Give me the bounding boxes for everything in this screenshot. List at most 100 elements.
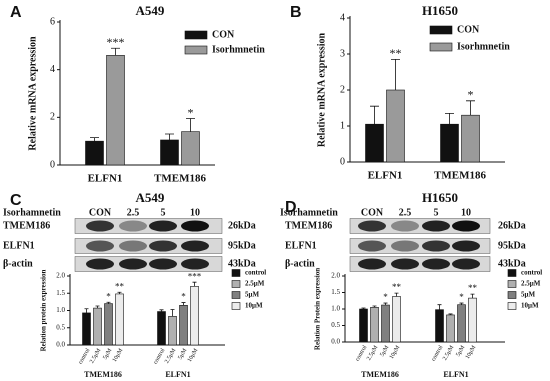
protein-label: β-actin (285, 258, 315, 269)
bar-label: 5μM (177, 347, 188, 361)
bar-label: 10μM (187, 347, 200, 363)
blot-band (391, 258, 419, 270)
y-tick-label: 2 (340, 84, 345, 95)
bar-label: 2.5μM (89, 347, 103, 364)
y-tick-label: 1.0 (331, 305, 340, 313)
legend-label: 2.5μM (245, 280, 265, 288)
significance: * (383, 292, 388, 302)
y-tick-label: 4 (50, 64, 55, 75)
lane-label: CON (89, 207, 112, 218)
bar-label: 10μM (465, 344, 478, 360)
legend-label: Isorhmnetin (457, 41, 510, 52)
blot-title: A549 (136, 190, 165, 205)
error-bar (192, 281, 197, 287)
bar (440, 123, 459, 163)
error-bar (466, 100, 475, 116)
x-tick-label: TMEM186 (84, 370, 122, 379)
legend-swatch (507, 291, 517, 299)
legend-swatch (231, 280, 241, 288)
lane-label: 10 (190, 207, 200, 218)
lane-label: CON (361, 207, 384, 218)
y-tick-label: 0.5 (56, 323, 65, 331)
protein-label: ELFN1 (285, 240, 317, 251)
legend-label: 10μM (521, 302, 539, 310)
bar (435, 309, 444, 343)
blot-title: H1650 (422, 190, 458, 205)
blot-band (358, 220, 386, 232)
y-tick-label: 3 (340, 48, 345, 59)
size-label: 26kDa (228, 220, 256, 231)
error-bar (84, 308, 89, 313)
blot-band (452, 240, 480, 252)
y-tick-label: 1.5 (331, 288, 340, 296)
blot-strip (349, 256, 491, 272)
bar (461, 114, 480, 163)
blot-strip (349, 238, 491, 254)
blot-band (452, 220, 480, 232)
legend-label: control (245, 269, 266, 277)
error-bar (445, 113, 454, 125)
y-axis-label: Relation protein expression (40, 270, 48, 352)
bar (179, 305, 188, 346)
blot-band (149, 220, 177, 232)
legend-swatch (507, 280, 517, 288)
blot-band (119, 220, 147, 232)
y-tick-label: 0 (340, 156, 345, 167)
error-bar (95, 305, 100, 309)
lane-label: 5 (434, 207, 439, 218)
bar (386, 89, 405, 163)
legend-swatch (507, 269, 517, 277)
x-tick-label: ELFN1 (165, 370, 190, 379)
legend-swatch (184, 45, 208, 55)
y-axis-label: Relation Protein expression (314, 268, 322, 350)
legend-label: CON (457, 24, 480, 35)
legend-swatch (231, 291, 241, 299)
lane-label: 2.5 (127, 207, 140, 218)
bar-label: 5μM (455, 344, 466, 358)
size-label: 95kDa (228, 240, 256, 251)
y-axis-label: Relative mRNA expression (27, 36, 38, 151)
legend-label: 10μM (245, 302, 263, 310)
protein-label: ELFN1 (3, 240, 35, 251)
panel-letter: C (10, 192, 22, 209)
panel-letter: A (10, 4, 22, 21)
y-tick-label: 2.0 (331, 272, 340, 280)
y-axis-label: Relative mRNA expression (316, 32, 327, 147)
legend-swatch (231, 269, 241, 277)
error-bar (391, 59, 400, 90)
blot-band (452, 258, 480, 270)
bar-label: 10μM (389, 344, 402, 360)
blot-band (86, 240, 114, 252)
significance: ** (468, 283, 478, 293)
bar (85, 140, 104, 166)
bar (392, 296, 401, 343)
error-bar (111, 47, 120, 56)
blot-band (358, 240, 386, 252)
bar (457, 304, 466, 343)
bar (370, 307, 379, 343)
bar (106, 55, 125, 166)
error-bar (361, 307, 366, 309)
y-tick-label: 2 (50, 112, 55, 123)
blot-band (86, 258, 114, 270)
bar (168, 316, 177, 346)
treatment-label: Isorhamnetin (280, 207, 338, 218)
bar (160, 139, 179, 166)
blot-band (86, 220, 114, 232)
blot-band (181, 258, 209, 270)
significance: * (459, 292, 464, 302)
error-bar (370, 105, 379, 125)
x-tick-label: ELFN1 (368, 170, 403, 182)
y-tick-label: 1.0 (56, 306, 65, 314)
error-bar (106, 301, 111, 304)
bar (82, 312, 91, 346)
error-bar (186, 118, 195, 132)
legend-label: control (521, 269, 542, 277)
legend-swatch (429, 42, 453, 52)
significance: * (181, 292, 186, 302)
panel-letter: B (290, 4, 302, 21)
bar (446, 314, 455, 343)
legend-swatch (231, 302, 241, 310)
x-tick-label: ELFN1 (443, 370, 468, 379)
bar-label: 2.5μM (442, 344, 456, 361)
